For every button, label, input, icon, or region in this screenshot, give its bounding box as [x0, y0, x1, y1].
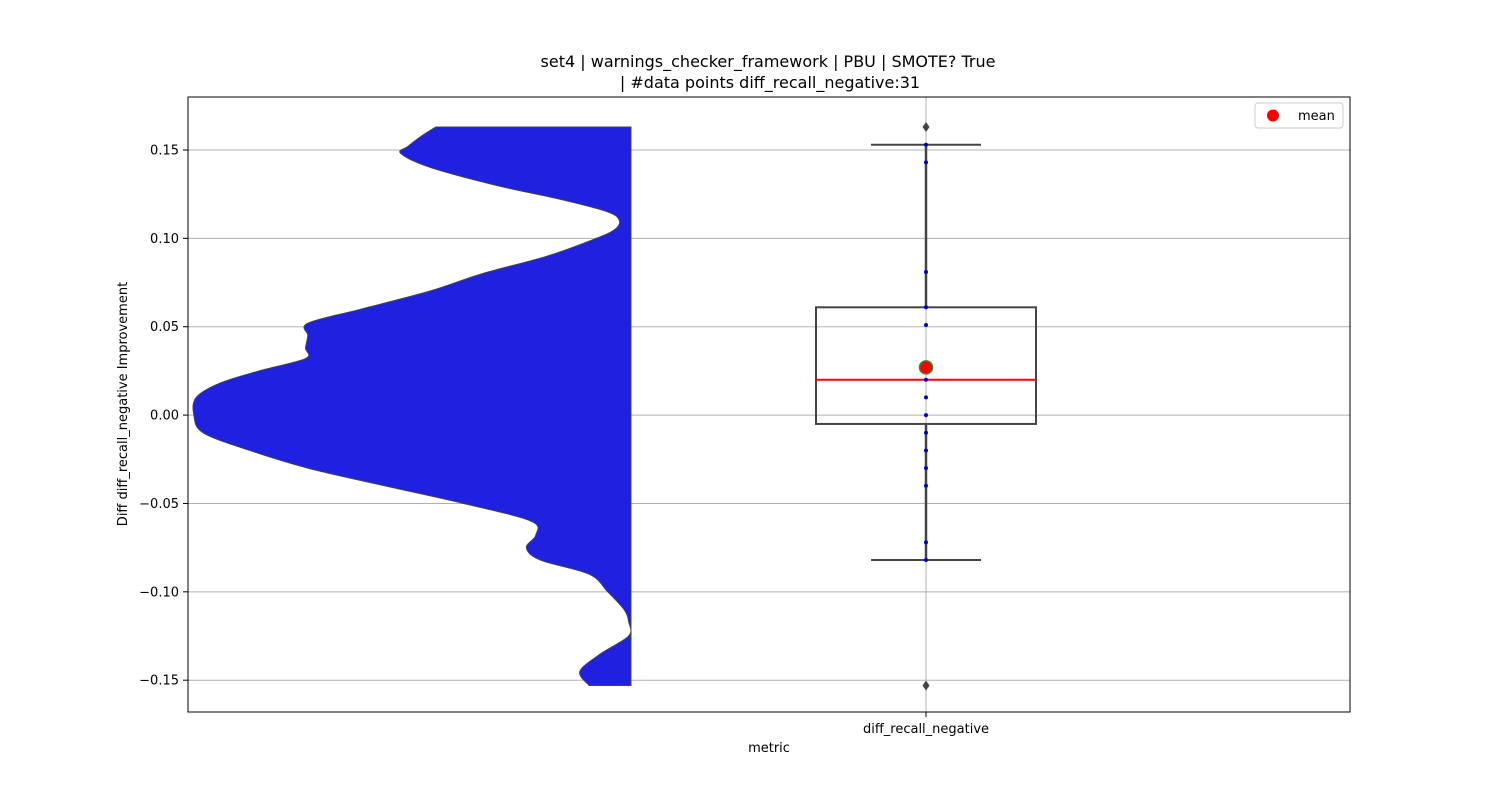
data-point — [924, 142, 928, 147]
legend-mean-marker — [1267, 109, 1279, 122]
chart-title-line1: set4 | warnings_checker_framework | PBU … — [541, 52, 996, 72]
y-tick-label: 0.00 — [150, 409, 179, 424]
violin — [192, 126, 632, 686]
mean-marker — [918, 360, 934, 375]
chart-title-line2: | #data points diff_recall_negative:31 — [620, 73, 920, 93]
outlier-marker — [922, 122, 930, 133]
y-tick-label: 0.05 — [150, 320, 179, 335]
data-point — [924, 430, 928, 435]
data-point — [924, 160, 928, 165]
data-point — [924, 558, 928, 563]
plot-frame — [187, 96, 1351, 713]
y-tick-label: 0.15 — [150, 144, 179, 159]
data-point — [924, 466, 928, 471]
x-axis-label: metric — [748, 741, 790, 756]
y-tick-label: 0.10 — [150, 232, 179, 247]
data-point — [924, 413, 928, 418]
data-point — [924, 448, 928, 453]
legend-mean-label: mean — [1298, 109, 1335, 124]
outlier-marker — [922, 680, 930, 691]
data-point — [924, 540, 928, 545]
violin-body — [192, 126, 632, 686]
data-point — [924, 305, 928, 310]
data-point — [924, 483, 928, 488]
legend-box — [1254, 102, 1344, 129]
data-point — [924, 322, 928, 327]
y-axis-label: Diff diff_recall_negative Improvement — [116, 282, 131, 526]
y-tick-label: −0.15 — [139, 674, 179, 689]
legend: mean — [1254, 102, 1344, 129]
x-axis-ticks: diff_recall_negative — [863, 712, 989, 737]
data-points — [918, 142, 934, 563]
y-axis-ticks: 0.15 0.10 0.05 0.00 −0.05 −0.10 −0.15 — [139, 144, 188, 689]
data-point — [924, 395, 928, 400]
y-tick-label: −0.05 — [139, 497, 179, 512]
y-tick-label: −0.10 — [139, 585, 179, 600]
x-tick-label: diff_recall_negative — [863, 722, 989, 737]
data-point — [924, 269, 928, 274]
data-point — [924, 377, 928, 382]
